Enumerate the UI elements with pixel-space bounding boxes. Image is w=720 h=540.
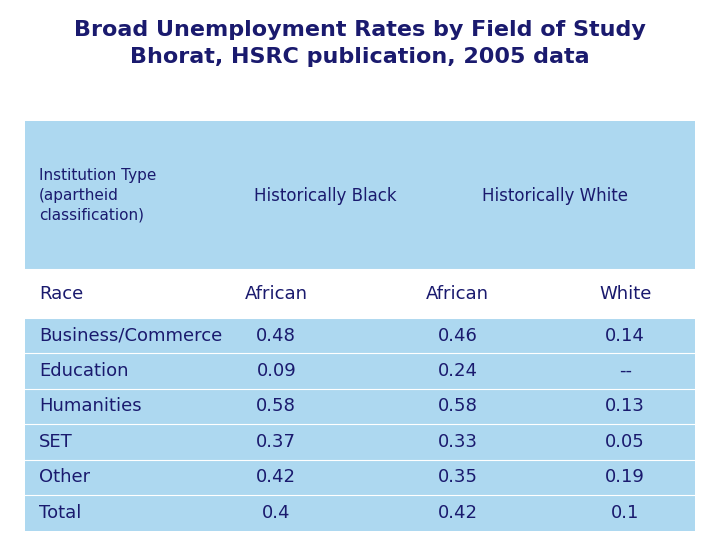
Text: 0.58: 0.58 [438, 397, 477, 415]
Text: African: African [245, 285, 307, 303]
Text: Business/Commerce: Business/Commerce [39, 327, 222, 345]
Text: White: White [599, 285, 652, 303]
Text: 0.1: 0.1 [611, 504, 639, 522]
FancyBboxPatch shape [25, 270, 695, 318]
Text: 0.33: 0.33 [438, 433, 477, 451]
Text: 0.14: 0.14 [606, 327, 645, 345]
Text: Other: Other [39, 468, 90, 487]
Text: 0.42: 0.42 [256, 468, 296, 487]
Text: Humanities: Humanities [39, 397, 142, 415]
FancyBboxPatch shape [25, 121, 695, 270]
Text: 0.46: 0.46 [438, 327, 477, 345]
Text: 0.05: 0.05 [606, 433, 645, 451]
Text: --: -- [618, 362, 631, 380]
FancyBboxPatch shape [25, 318, 695, 530]
Text: Broad Unemployment Rates by Field of Study
Bhorat, HSRC publication, 2005 data: Broad Unemployment Rates by Field of Stu… [74, 20, 646, 66]
Text: 0.42: 0.42 [438, 504, 477, 522]
Text: Historically White: Historically White [482, 186, 629, 205]
Text: 0.24: 0.24 [438, 362, 477, 380]
Text: 0.19: 0.19 [606, 468, 645, 487]
Text: Race: Race [39, 285, 84, 303]
Text: 0.13: 0.13 [606, 397, 645, 415]
Text: 0.48: 0.48 [256, 327, 296, 345]
Text: African: African [426, 285, 489, 303]
Text: 0.37: 0.37 [256, 433, 296, 451]
Text: Historically Black: Historically Black [253, 186, 397, 205]
Text: 0.4: 0.4 [262, 504, 290, 522]
Text: Institution Type
(apartheid
classification): Institution Type (apartheid classificati… [39, 168, 156, 223]
Text: 0.58: 0.58 [256, 397, 296, 415]
Text: Education: Education [39, 362, 128, 380]
Text: 0.09: 0.09 [256, 362, 296, 380]
Text: Total: Total [39, 504, 81, 522]
Text: 0.35: 0.35 [438, 468, 477, 487]
Text: SET: SET [39, 433, 73, 451]
